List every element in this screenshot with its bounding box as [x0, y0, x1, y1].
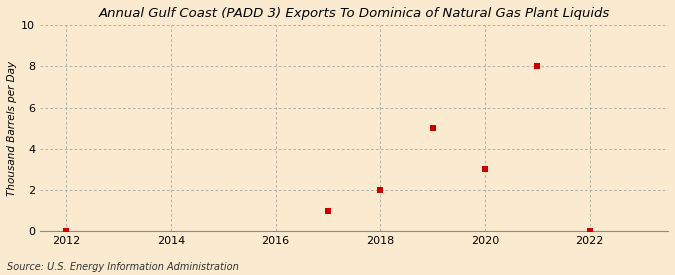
Title: Annual Gulf Coast (PADD 3) Exports To Dominica of Natural Gas Plant Liquids: Annual Gulf Coast (PADD 3) Exports To Do… — [99, 7, 610, 20]
Point — [323, 208, 333, 213]
Y-axis label: Thousand Barrels per Day: Thousand Barrels per Day — [7, 61, 17, 196]
Text: Source: U.S. Energy Information Administration: Source: U.S. Energy Information Administ… — [7, 262, 238, 272]
Point — [479, 167, 490, 172]
Point — [427, 126, 438, 130]
Point — [375, 188, 385, 192]
Point — [61, 229, 72, 233]
Point — [532, 64, 543, 69]
Point — [584, 229, 595, 233]
